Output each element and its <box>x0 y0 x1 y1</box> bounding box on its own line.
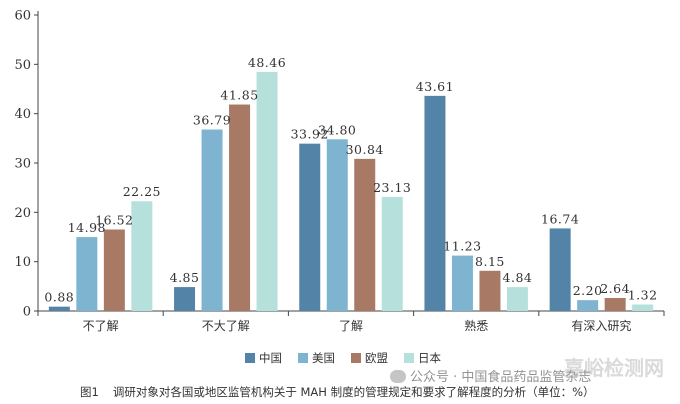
data-label: 34.80 <box>318 122 356 137</box>
data-label: 16.52 <box>95 213 133 228</box>
data-label: 41.85 <box>220 88 258 103</box>
data-label: 33.92 <box>291 127 329 142</box>
y-tick-label: 50 <box>14 58 31 73</box>
chart-legend: 中国 美国 欧盟 日本 <box>245 351 441 365</box>
y-tick-label: 60 <box>14 9 31 24</box>
legend-swatch <box>351 353 361 363</box>
data-label: 36.79 <box>193 113 231 128</box>
figure-caption: 图1 调研对象对各国或地区监管机构关于 MAH 制度的管理规定和要求了解程度的分析… <box>80 384 595 400</box>
x-tick-label: 有深入研究 <box>571 318 631 333</box>
wechat-source-tag: 公众号 · 中国食品药品监管杂志 <box>390 366 591 385</box>
bar <box>326 139 348 311</box>
legend-label: 欧盟 <box>365 351 388 365</box>
bar <box>103 229 125 311</box>
x-tick-label: 了解 <box>339 319 363 333</box>
bar <box>451 255 473 311</box>
bar <box>381 196 403 311</box>
bar <box>76 237 98 311</box>
bar <box>354 158 376 311</box>
data-label: 2.20 <box>573 283 603 298</box>
bar <box>174 287 196 311</box>
data-label: 11.23 <box>443 239 481 254</box>
y-tick-label: 10 <box>14 255 31 270</box>
legend-label: 美国 <box>312 351 335 365</box>
data-label: 23.13 <box>373 180 411 195</box>
x-tick-label: 熟悉 <box>464 318 488 333</box>
y-tick-label: 40 <box>14 107 31 122</box>
data-label: 14.98 <box>68 220 106 235</box>
bar <box>632 304 654 311</box>
caption-text: 调研对象对各国或地区监管机构关于 MAH 制度的管理规定和要求了解程度的分析（单… <box>112 385 595 399</box>
data-label: 22.25 <box>123 184 161 199</box>
y-tick-label: 0 <box>23 305 31 320</box>
bar <box>131 201 153 311</box>
data-label: 4.85 <box>170 270 200 285</box>
legend-swatch <box>298 353 308 363</box>
site-watermark: 嘉峪检测网 <box>564 356 664 380</box>
figure-label: 图1 <box>80 385 99 399</box>
legend-swatch <box>404 353 414 363</box>
chart-axes: 0 10 20 30 40 50 60 不了解 不大了解 了解 熟悉 有深入研究 <box>14 9 665 333</box>
data-label: 4.84 <box>503 270 533 285</box>
bar <box>577 300 599 311</box>
data-label: 16.74 <box>541 211 579 226</box>
data-label: 48.46 <box>248 55 286 70</box>
bar <box>201 129 223 311</box>
data-label: 43.61 <box>416 79 454 94</box>
bar <box>48 306 70 311</box>
wechat-icon <box>390 370 406 383</box>
bar <box>229 104 251 311</box>
bar <box>506 287 528 311</box>
data-label: 1.32 <box>628 287 658 302</box>
y-tick-label: 20 <box>14 206 31 221</box>
bar <box>256 71 278 311</box>
data-label: 8.15 <box>475 254 505 269</box>
data-label: 2.64 <box>600 281 630 296</box>
bar <box>549 228 571 311</box>
data-label: 30.84 <box>346 142 384 157</box>
x-tick-label: 不大了解 <box>202 319 250 333</box>
chart-bars <box>48 71 654 311</box>
legend-label: 日本 <box>418 351 441 365</box>
legend-label: 中国 <box>259 351 282 365</box>
source-label: 公众号 · 中国食品药品监管杂志 <box>410 370 592 385</box>
bar <box>299 143 321 311</box>
bar <box>424 95 446 311</box>
data-label: 0.88 <box>44 290 74 305</box>
bar <box>604 297 626 311</box>
legend-swatch <box>245 353 255 363</box>
y-tick-label: 30 <box>14 157 31 172</box>
x-tick-label: 不了解 <box>83 319 119 333</box>
bar <box>479 270 501 311</box>
